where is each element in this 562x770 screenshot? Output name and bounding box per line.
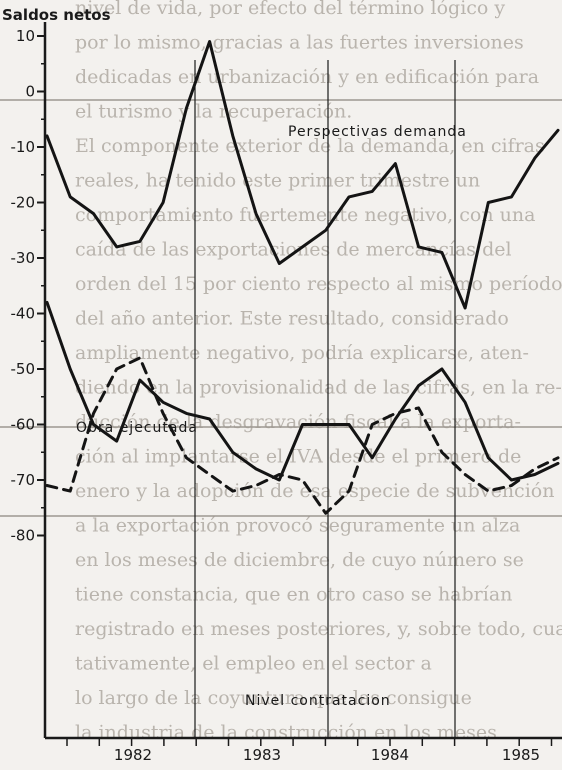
background-text-line: tiene constancia, que en otro caso se ha… (75, 584, 512, 606)
year-separators (194, 60, 456, 738)
annotations: Perspectivas demanda Obra ejecutada Nivel … (76, 124, 467, 709)
background-text-line: nivel de vida, por efecto del término ló… (75, 0, 505, 19)
background-text-line: ción al implantarse el IVA desde el prim… (75, 446, 521, 468)
background-text-line: diendo en la provisionalidad de las cifr… (75, 377, 562, 399)
background-text-line: ampliamente negativo, podría explicarse,… (75, 342, 529, 364)
background-text-line: comportamiento fuertemente negativo, con… (75, 204, 535, 226)
y-tick-label: -40 (11, 305, 36, 323)
series-line-0 (45, 40, 560, 310)
background-text-line: orden del 15 por ciento respecto al mism… (75, 273, 562, 295)
x-tick-label: 1982 (114, 746, 152, 764)
y-axis-title: Saldos netos (2, 6, 111, 24)
x-axis: 1982 1983 1984 1985 (45, 736, 562, 764)
series-annotation: Perspectivas demanda (288, 124, 467, 140)
background-text-line: del año anterior. Este resultado, consid… (75, 308, 509, 330)
background-text-line: caída de las exportaciones de mercancías… (75, 239, 512, 261)
background-text-line: por lo mismo, gracias a las fuertes inve… (75, 32, 524, 54)
x-tick-label: 1983 (243, 746, 281, 764)
y-axis: Saldos netos 10 0 -10 -20 -30 -40 -50 -60 -70 -80 (2, 6, 111, 738)
series-line-2 (45, 356, 560, 515)
y-tick-label: -50 (11, 360, 36, 378)
background-text-line: El componente exterior de la demanda, en… (75, 135, 545, 157)
background-text-line: lo largo de la coyuntura que las consigu… (75, 687, 472, 709)
y-tick-label: 10 (16, 27, 35, 45)
x-tick-label: 1984 (371, 746, 409, 764)
y-tick-label: -20 (11, 194, 36, 212)
y-tick-label: -80 (11, 527, 36, 545)
x-tick-label: 1985 (502, 746, 540, 764)
background-text-line: tativamente, el empleo en el sector a (75, 653, 432, 675)
series-annotation: Nivel contratacion (245, 693, 391, 709)
background-text-line: registrado en meses posteriores, y, sobr… (75, 618, 562, 640)
y-tick-label: -70 (11, 471, 36, 489)
y-tick-label: -60 (11, 416, 36, 434)
y-tick-label: -30 (11, 249, 36, 267)
background-text-line: a la exportación provocó seguramente un … (75, 515, 520, 537)
series-line-1 (45, 300, 560, 482)
background-text-line: el turismo y la recuperación. (75, 101, 352, 123)
y-tick-label: -10 (11, 138, 36, 156)
background-text-line: en los meses de diciembre, de cuyo númer… (75, 549, 524, 571)
series-layer (45, 40, 560, 515)
background-text-line: dedicadas en urbanización y en edificaci… (75, 66, 539, 88)
y-tick-label: 0 (25, 83, 35, 101)
series-annotation: Obra ejecutada (76, 420, 198, 436)
background-text-line: reales, ha tenido este primer trimestre … (75, 170, 480, 192)
